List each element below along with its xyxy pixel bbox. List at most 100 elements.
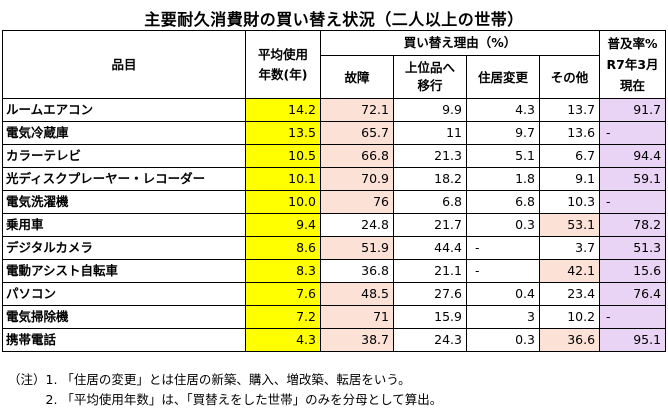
avg-years-cell: 14.2 [245, 98, 321, 122]
item-name: 電動アシスト自転車 [2, 259, 246, 283]
other-cell: 3.7 [538, 236, 601, 260]
avg-years-cell: 9.4 [245, 213, 321, 237]
other-cell: 42.1 [538, 259, 601, 283]
upgrade-cell: 6.8 [393, 190, 467, 214]
avg-years-cell: 10.1 [245, 167, 321, 191]
spread-cell: - [599, 305, 667, 329]
other-cell: 6.7 [538, 144, 601, 168]
avg-years-cell: 13.5 [245, 121, 321, 145]
upgrade-cell: 21.7 [393, 213, 467, 237]
table-row: 光ディスクプレーヤー・レコーダー 10.1 70.9 18.2 1.8 9.1 … [2, 167, 667, 191]
header-upgrade: 上位品へ 移行 [393, 55, 467, 99]
avg-years-cell: 10.5 [245, 144, 321, 168]
failure-cell: 24.8 [320, 213, 394, 237]
spread-cell: 59.1 [599, 167, 667, 191]
footnote-2: 2. 「平均使用年数」は、「買替えをした世帯」のみを分母として算出。 [8, 392, 443, 407]
other-cell: 10.3 [538, 190, 601, 214]
page-title: 主要耐久消費財の買い替え状況（二人以上の世帯） [144, 10, 524, 29]
failure-cell: 38.7 [320, 328, 394, 352]
other-cell: 23.4 [538, 282, 601, 306]
failure-cell: 66.8 [320, 144, 394, 168]
other-cell: 13.7 [538, 98, 601, 122]
other-cell: 10.2 [538, 305, 601, 329]
spread-cell: 78.2 [599, 213, 667, 237]
header-spread: 普及率% R7年3月 現在 [599, 30, 667, 99]
header-avg-years: 平均使用 年数(年) [245, 30, 321, 99]
item-name: パソコン [2, 282, 246, 306]
item-name: 電気冷蔵庫 [2, 121, 246, 145]
avg-years-cell: 8.3 [245, 259, 321, 283]
table-row: 電動アシスト自転車 8.3 36.8 21.1 - 42.1 15.6 [2, 259, 667, 283]
table-row: 電気掃除機 7.2 71 15.9 3 10.2 - [2, 305, 667, 329]
upgrade-cell: 18.2 [393, 167, 467, 191]
failure-cell: 48.5 [320, 282, 394, 306]
move-cell: 0.3 [466, 213, 540, 237]
header-failure: 故障 [320, 55, 394, 99]
spread-cell: 15.6 [599, 259, 667, 283]
move-cell: 5.1 [466, 144, 540, 168]
upgrade-cell: 15.9 [393, 305, 467, 329]
upgrade-cell: 11 [393, 121, 467, 145]
move-cell: - [466, 259, 540, 283]
header-upgrade-line1: 上位品へ [404, 60, 455, 75]
upgrade-cell: 24.3 [393, 328, 467, 352]
table-row: パソコン 7.6 48.5 27.6 0.4 23.4 76.4 [2, 282, 667, 306]
spread-cell: 94.4 [599, 144, 667, 168]
footnotes: （注）1. 「住居の変更」とは住居の新築、購入、増改築、転居をいう。 2. 「平… [8, 370, 442, 410]
header-spread-line1: 普及率% [607, 36, 658, 51]
move-cell: 4.3 [466, 98, 540, 122]
spread-cell: 51.3 [599, 236, 667, 260]
header-item: 品目 [2, 30, 246, 99]
failure-cell: 51.9 [320, 236, 394, 260]
other-cell: 9.1 [538, 167, 601, 191]
table-row: 電気洗濯機 10.0 76 6.8 6.8 10.3 - [2, 190, 667, 214]
header-spread-line2: R7年3月 [606, 57, 659, 72]
other-cell: 53.1 [538, 213, 601, 237]
header-move: 住居変更 [466, 55, 540, 99]
move-cell: 1.8 [466, 167, 540, 191]
item-name: 電気洗濯機 [2, 190, 246, 214]
header-row-bottom: 故障 上位品へ 移行 住居変更 その他 [3, 55, 666, 99]
avg-years-cell: 10.0 [245, 190, 321, 214]
avg-years-cell: 7.2 [245, 305, 321, 329]
other-cell: 13.6 [538, 121, 601, 145]
item-name: 乗用車 [2, 213, 246, 237]
failure-cell: 72.1 [320, 98, 394, 122]
other-cell: 36.6 [538, 328, 601, 352]
header-other: その他 [538, 55, 601, 99]
header-avg-years-line2: 年数(年) [258, 66, 308, 82]
move-cell: 0.3 [466, 328, 540, 352]
footnote-1: （注）1. 「住居の変更」とは住居の新築、購入、増改築、転居をいう。 [8, 372, 411, 387]
table-row: デジタルカメラ 8.6 51.9 44.4 - 3.7 51.3 [2, 236, 667, 260]
spread-cell: - [599, 121, 667, 145]
spread-cell: 76.4 [599, 282, 667, 306]
avg-years-cell: 4.3 [245, 328, 321, 352]
table-row: ルームエアコン 14.2 72.1 9.9 4.3 13.7 91.7 [2, 98, 667, 122]
header-row-top: 品目 平均使用 年数(年) 買い替え理由（%） 普及率% R7年3月 現在 [2, 30, 667, 99]
table-row: 乗用車 9.4 24.8 21.7 0.3 53.1 78.2 [2, 213, 667, 237]
avg-years-cell: 8.6 [245, 236, 321, 260]
header-avg-years-line1: 平均使用 [257, 46, 308, 62]
move-cell: 9.7 [466, 121, 540, 145]
item-name: 光ディスクプレーヤー・レコーダー [2, 167, 246, 191]
failure-cell: 71 [320, 305, 394, 329]
item-name: デジタルカメラ [2, 236, 246, 260]
move-cell: 3 [466, 305, 540, 329]
upgrade-cell: 21.1 [393, 259, 467, 283]
move-cell: - [466, 236, 540, 260]
upgrade-cell: 27.6 [393, 282, 467, 306]
table-row: 電気冷蔵庫 13.5 65.7 11 9.7 13.6 - [2, 121, 667, 145]
item-name: ルームエアコン [2, 98, 246, 122]
spread-cell: - [599, 190, 667, 214]
failure-cell: 70.9 [320, 167, 394, 191]
durables-table: 品目 平均使用 年数(年) 買い替え理由（%） 普及率% R7年3月 現在 故障… [2, 30, 667, 352]
failure-cell: 65.7 [320, 121, 394, 145]
item-name: カラーテレビ [2, 144, 246, 168]
header-reasons-group: 買い替え理由（%） [319, 30, 601, 56]
item-name: 電気掃除機 [2, 305, 246, 329]
failure-cell: 76 [320, 190, 394, 214]
spread-cell: 91.7 [599, 98, 667, 122]
header-spread-line3: 現在 [620, 78, 646, 93]
table-row: 携帯電話 4.3 38.7 24.3 0.3 36.6 95.1 [2, 328, 667, 352]
spread-cell: 95.1 [599, 328, 667, 352]
